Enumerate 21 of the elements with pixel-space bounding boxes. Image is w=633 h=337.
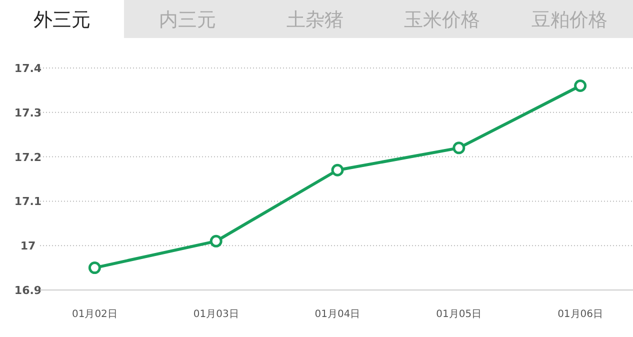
y-tick-label: 16.9 <box>14 284 42 297</box>
point <box>452 142 466 154</box>
point <box>210 234 222 248</box>
y-tick-label: 17.1 <box>14 195 42 208</box>
y-tick-label: 17.4 <box>14 62 42 75</box>
x-tick-label: 01月06日 <box>558 309 604 320</box>
point <box>574 80 587 92</box>
x-tick-label: 01月02日 <box>72 309 118 320</box>
x-tick-label: 01月05日 <box>436 309 482 320</box>
x-tick-label: 01月03日 <box>193 309 239 320</box>
y-tick-label: 17.2 <box>14 150 42 164</box>
text: 土杂猪 <box>286 9 344 31</box>
y-tick-label: 17 <box>20 240 36 253</box>
x-tick-label: 01月04日 <box>314 309 360 320</box>
text: 内三元 <box>159 9 216 31</box>
text: 外三元 <box>34 9 90 31</box>
point <box>88 262 101 274</box>
point <box>331 164 344 176</box>
y-tick-label: 17.3 <box>14 106 42 120</box>
text: 玉米价格 <box>404 9 480 31</box>
text: 豆粕价格 <box>531 9 608 31</box>
